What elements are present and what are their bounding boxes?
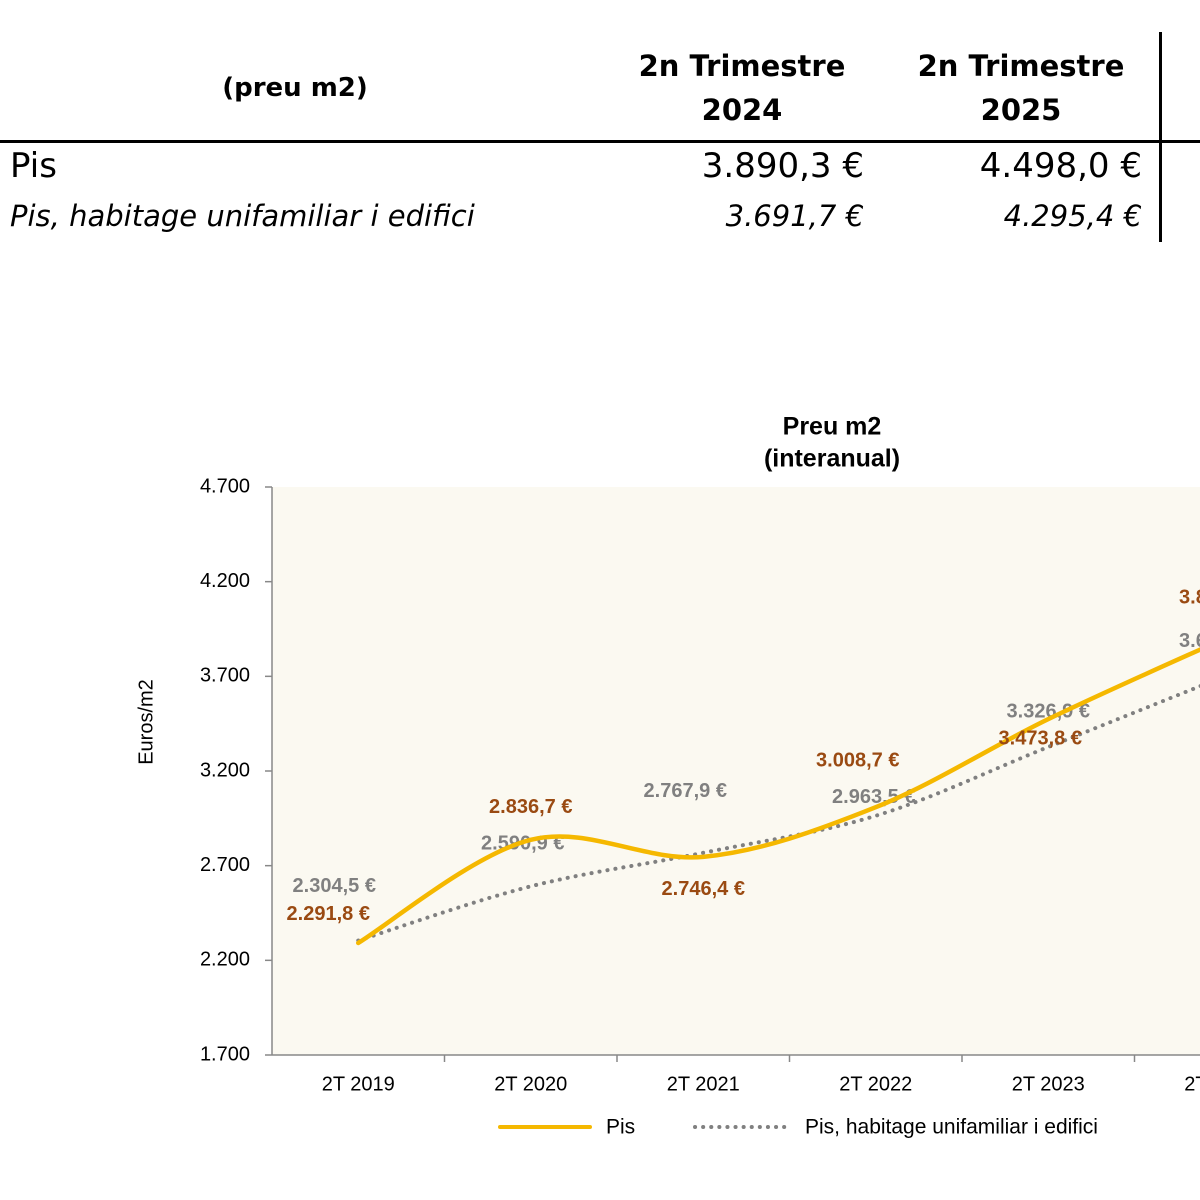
y-axis-label: Euros/m2	[135, 679, 157, 765]
x-tick-label: 2T 2022	[839, 1073, 912, 1095]
data-label: 3.473,8 €	[999, 727, 1082, 749]
chart-title: Preu m2	[783, 413, 882, 441]
x-tick-label: 2T 2020	[494, 1073, 567, 1095]
table-cell: 3.890,3 €	[701, 146, 864, 186]
data-label: 2.291,8 €	[287, 903, 370, 925]
y-tick-label: 4.200	[200, 570, 250, 592]
table-cell: Pis, habitage unifamiliar i edifici	[10, 199, 475, 233]
data-label: 2.304,5 €	[293, 875, 376, 897]
table-cell: 4.295,4 €	[1003, 199, 1142, 233]
legend-label: Pis, habitage unifamiliar i edifici	[805, 1116, 1098, 1139]
data-label: 3.691,7 €	[1179, 630, 1200, 652]
data-label: 2.746,4 €	[662, 878, 745, 900]
y-tick-label: 4.700	[200, 475, 250, 497]
y-tick-label: 3.200	[200, 759, 250, 781]
x-tick-label: 2T 2024	[1184, 1073, 1200, 1095]
y-tick-label: 2.200	[200, 949, 250, 971]
data-label: 2.767,9 €	[644, 780, 727, 802]
y-tick-label: 1.700	[200, 1043, 250, 1065]
table-header: 2n Trimestre 2024	[638, 49, 846, 127]
table-rule	[0, 140, 1200, 143]
data-line	[356, 647, 1200, 946]
table-header: 2n Trimestre 2025	[917, 49, 1125, 127]
x-tick-label: 2T 2019	[322, 1073, 395, 1095]
data-label: 2.836,7 €	[489, 796, 572, 818]
table-cell: 4.498,0 €	[979, 146, 1142, 186]
plot-area	[272, 487, 1200, 1055]
x-tick-label: 2T 2023	[1012, 1073, 1085, 1095]
table-header: (preu m2)	[222, 73, 368, 103]
table-cell: 3.691,7 €	[725, 199, 864, 233]
x-tick-label: 2T 2021	[667, 1073, 740, 1095]
table-rule	[1159, 32, 1162, 242]
legend-label: Pis	[606, 1116, 635, 1139]
data-label: 3.008,7 €	[816, 750, 899, 772]
data-label: 2.963,5 €	[832, 786, 915, 808]
y-tick-label: 2.700	[200, 854, 250, 876]
chart-subtitle: (interanual)	[764, 445, 900, 473]
y-tick-label: 3.700	[200, 665, 250, 687]
data-label: 3.890,3 €	[1179, 587, 1200, 609]
data-label: 3.326,9 €	[1007, 700, 1090, 722]
table-cell: Pis	[10, 146, 57, 186]
